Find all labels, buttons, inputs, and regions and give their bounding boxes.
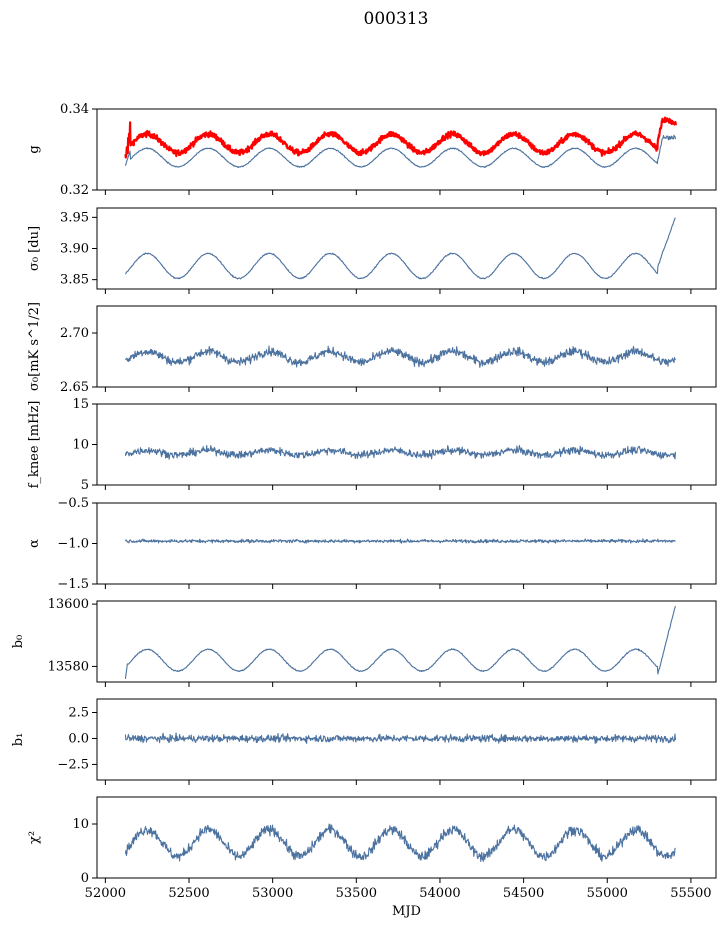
axes-frame: [96, 600, 717, 683]
y-axis-label: b₁: [11, 733, 26, 747]
series-line-2: [124, 134, 677, 168]
y-tick-label: 0.32: [60, 183, 89, 198]
y-tick-label: 2.65: [60, 380, 89, 395]
y-axis-label: b₀: [11, 635, 26, 649]
series-line-1: [124, 732, 677, 744]
panel-3: 2.65 2.70 σ₀[mK s^1/2]: [27, 302, 717, 395]
y-tick-label: 15: [72, 397, 89, 412]
panel-5: −1.5 −1.0 −0.5 α: [27, 496, 717, 592]
axes-frame: [96, 108, 717, 191]
figure-title: 000313: [364, 9, 429, 29]
y-tick-label: 5: [81, 478, 89, 493]
x-tick-label: 52000: [85, 886, 126, 901]
y-tick-label: −1.0: [57, 537, 89, 552]
x-tick-label: 54500: [503, 886, 544, 901]
y-tick-label: 0.34: [60, 102, 89, 117]
y-tick-label: −0.5: [57, 496, 89, 511]
y-tick-label: −2.5: [57, 757, 89, 772]
y-tick-label: 0.0: [68, 731, 89, 746]
y-tick-label: 10: [72, 438, 89, 453]
panel-4: 5 10 15 f_knee [mHz]: [27, 397, 717, 493]
y-tick-label: 10: [72, 817, 89, 832]
panel-7: −2.5 0.0 2.5 b₁: [11, 698, 717, 785]
panel-2: 3.85 3.90 3.95 σ₀ [du]: [27, 207, 717, 294]
axes-frame: [96, 698, 717, 781]
axes-frame: [96, 502, 717, 585]
panel-1: 0.32 0.34 g: [27, 102, 717, 198]
y-tick-label: 2.70: [60, 326, 89, 341]
x-tick-label: 55500: [670, 886, 711, 901]
series-line-1: [124, 606, 677, 679]
y-tick-label: 3.90: [60, 242, 89, 257]
x-axis-label: MJD: [392, 904, 421, 919]
y-tick-label: 3.85: [60, 273, 89, 288]
y-tick-label: 13600: [48, 597, 89, 612]
y-tick-label: −1.5: [57, 577, 89, 592]
y-axis-label: α: [27, 539, 42, 548]
series-line-1: [124, 345, 676, 368]
panel-8: 0 10 52000 52500 53000 53500 54000 54500 55000 55…: [27, 796, 717, 919]
y-axis-label: g: [27, 145, 42, 153]
panel-6: 13580 13600 b₀: [11, 597, 717, 687]
x-tick-label: 53000: [252, 886, 293, 901]
panels-group: 0.32 0.34 g 3.85 3.90 3.95 σ₀ [du] 2.65 2.70 σ₀[m…: [11, 102, 717, 919]
y-axis-label: σ₀ [du]: [27, 226, 42, 271]
axes-frame: [96, 796, 717, 879]
x-tick-label: 55000: [587, 886, 628, 901]
axes-frame: [96, 403, 717, 486]
x-tick-label: 52500: [168, 886, 209, 901]
series-line-1: [124, 217, 676, 280]
y-tick-label: 13580: [48, 659, 89, 674]
series-line-1: [124, 823, 676, 863]
y-axis-label: f_knee [mHz]: [27, 401, 42, 489]
series-line-1: [124, 116, 677, 159]
x-tick-label: 54000: [419, 886, 460, 901]
y-tick-label: 0: [81, 871, 89, 886]
y-axis-label: σ₀[mK s^1/2]: [27, 302, 42, 391]
series-line-1: [124, 444, 677, 460]
y-axis-label: χ²: [27, 831, 42, 844]
x-tick-label: 53500: [336, 886, 377, 901]
axes-frame: [96, 305, 717, 388]
y-tick-label: 3.95: [60, 210, 89, 225]
axes-frame: [96, 207, 717, 290]
series-line-1: [124, 538, 676, 544]
y-tick-label: 2.5: [68, 706, 89, 721]
